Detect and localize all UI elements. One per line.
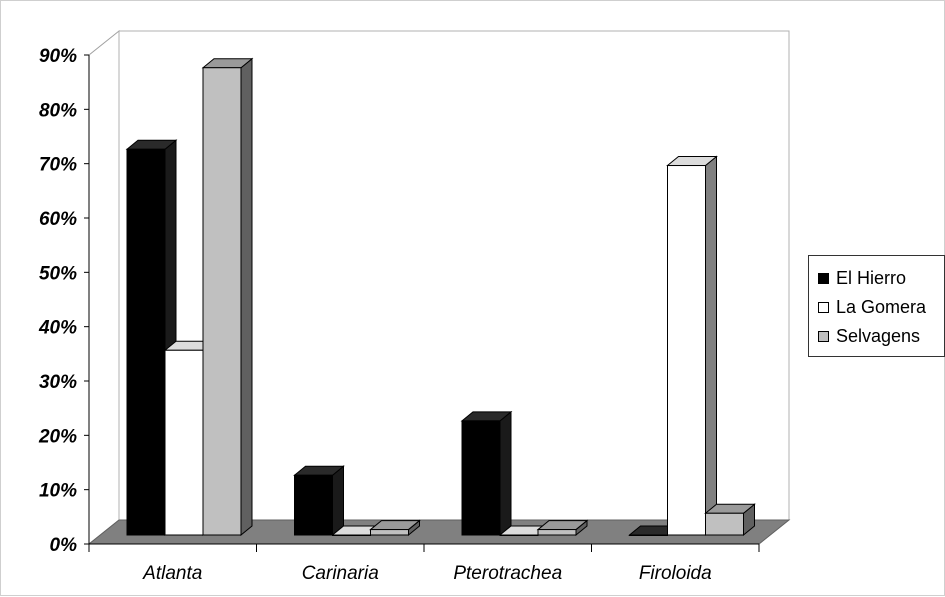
y-tick-label: 10% — [39, 481, 77, 502]
back-wall — [118, 30, 790, 520]
x-tick-label-carinaria: Carinaria — [302, 563, 379, 584]
legend-item-selvagens: Selvagens — [818, 322, 944, 351]
bar-el-hierro-pterotrachea — [460, 410, 513, 537]
chart-walls — [87, 29, 791, 546]
legend-item-la-gomera: La Gomera — [818, 293, 944, 322]
legend-label-selvagens: Selvagens — [836, 326, 921, 346]
legend-swatch-el-hierro — [818, 273, 829, 284]
y-axis-ticks: 0% 10% 20% 30% 40% 50% 60% 70% 80% 90% — [38, 46, 90, 556]
bar-el-hierro-atlanta — [125, 139, 178, 537]
x-tick-label-pterotrachea: Pterotrachea — [453, 563, 562, 584]
bar-el-hierro-carinaria — [293, 465, 345, 537]
y-tick-label: 30% — [39, 372, 77, 393]
y-tick-label: 50% — [39, 263, 77, 284]
y-tick-label: 70% — [39, 155, 77, 176]
side-wall — [88, 29, 120, 546]
y-tick-label: 20% — [38, 426, 77, 447]
y-tick-label: 40% — [38, 318, 77, 339]
x-axis-ticks: Atlanta Carinaria Pterotrachea Firoloida — [88, 543, 760, 584]
legend-label-el-hierro: El Hierro — [836, 268, 907, 288]
legend-item-el-hierro: El Hierro — [818, 264, 944, 293]
bar-selvagens-pterotrachea — [536, 519, 589, 537]
chart-legend: El Hierro La Gomera Selvagens — [808, 255, 945, 357]
y-tick-label: 80% — [39, 100, 77, 121]
legend-label-la-gomera: La Gomera — [836, 297, 927, 317]
bar-selvagens-firoloida — [704, 503, 756, 537]
legend-swatch-la-gomera — [818, 302, 829, 313]
chart-bars — [125, 57, 756, 537]
legend-swatch-selvagens — [818, 331, 829, 342]
x-tick-label-atlanta: Atlanta — [142, 563, 202, 584]
bar-selvagens-atlanta — [201, 57, 254, 537]
x-tick-label-firoloida: Firoloida — [639, 563, 712, 584]
y-tick-label: 0% — [50, 535, 78, 556]
bar-la-gomera-firoloida — [666, 155, 718, 537]
y-tick-label: 90% — [39, 46, 77, 67]
y-tick-label: 60% — [39, 209, 77, 230]
bar-selvagens-carinaria — [369, 519, 421, 537]
